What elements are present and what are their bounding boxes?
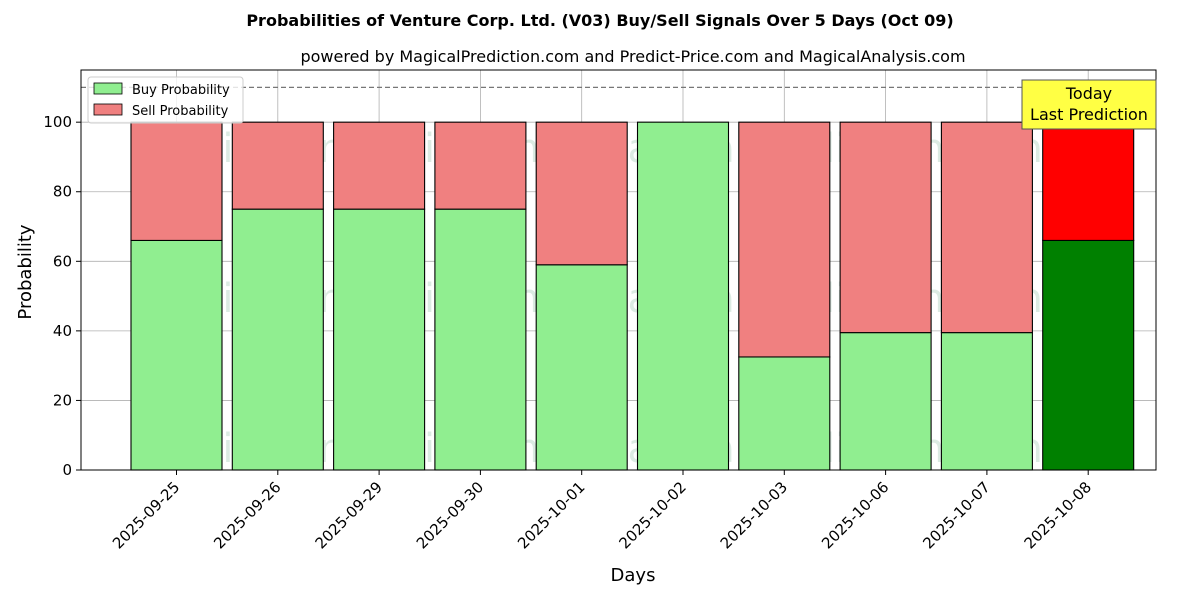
bar-sell-2025-10-08	[1042, 121, 1135, 241]
bar-buy-2025-10-03	[738, 356, 831, 471]
x-tick-label: 2025-10-01	[514, 478, 588, 552]
legend-swatch-sell	[93, 103, 123, 116]
y-tick-label: 100	[43, 113, 72, 131]
bar-buy-2025-09-29	[333, 208, 426, 471]
today-annotation-box	[1021, 79, 1157, 130]
bars	[130, 121, 1135, 471]
bar-buy-2025-10-07	[940, 332, 1033, 471]
bar-buy-2025-10-06	[839, 332, 932, 471]
y-axis-ticks: 0 20 40 60 80 100	[43, 113, 81, 479]
bar-buy-2025-10-08	[1042, 239, 1135, 471]
bar-sell-2025-10-07	[940, 121, 1033, 334]
x-tick-label: 2025-10-03	[717, 478, 791, 552]
x-tick-label: 2025-10-08	[1021, 478, 1095, 552]
bar-buy-2025-09-25	[130, 239, 223, 471]
x-tick-label: 2025-09-26	[210, 478, 284, 552]
legend-label-buy: Buy Probability	[132, 83, 230, 98]
chart-title: Probabilities of Venture Corp. Ltd. (V03…	[246, 11, 953, 30]
bar-sell-2025-09-25	[130, 121, 223, 241]
bar-buy-2025-10-01	[535, 264, 628, 471]
today-annotation-line1: Today	[1065, 84, 1112, 103]
x-tick-label: 2025-09-30	[413, 478, 487, 552]
x-tick-label: 2025-09-29	[312, 478, 386, 552]
x-axis-ticks: 2025-09-25 2025-09-26 2025-09-29 2025-09-30…	[109, 470, 1095, 552]
today-annotation: Today Last Prediction	[1021, 79, 1157, 130]
y-tick-label: 0	[62, 461, 72, 479]
chart-subtitle: powered by MagicalPrediction.com and Pre…	[300, 47, 965, 66]
legend-label-sell: Sell Probability	[132, 104, 229, 119]
y-axis-label: Probability	[15, 224, 36, 319]
bar-sell-2025-09-26	[231, 121, 324, 210]
bar-sell-2025-10-06	[839, 121, 932, 334]
legend-swatch-buy	[93, 82, 123, 95]
y-tick-label: 60	[53, 252, 72, 270]
plot-frame	[80, 69, 1157, 471]
bar-sell-2025-09-30	[434, 121, 527, 210]
x-tick-label: 2025-10-02	[615, 478, 689, 552]
y-tick-label: 40	[53, 322, 72, 340]
bar-buy-2025-09-26	[231, 208, 324, 471]
today-annotation-line2: Last Prediction	[1030, 105, 1148, 124]
x-axis-label: Days	[611, 565, 656, 586]
y-tick-label: 20	[53, 391, 72, 409]
y-tick-label: 80	[53, 183, 72, 201]
bar-sell-2025-10-03	[738, 121, 831, 358]
x-tick-label: 2025-10-07	[919, 478, 993, 552]
legend: Buy Probability Sell Probability	[87, 76, 244, 124]
bar-sell-2025-09-29	[333, 121, 426, 210]
legend-box	[87, 76, 244, 124]
x-tick-label: 2025-10-06	[818, 478, 892, 552]
x-tick-label: 2025-09-25	[109, 478, 183, 552]
bar-buy-2025-10-02	[636, 121, 730, 471]
bar-buy-2025-09-30	[434, 208, 527, 471]
bar-sell-2025-10-01	[535, 121, 628, 266]
